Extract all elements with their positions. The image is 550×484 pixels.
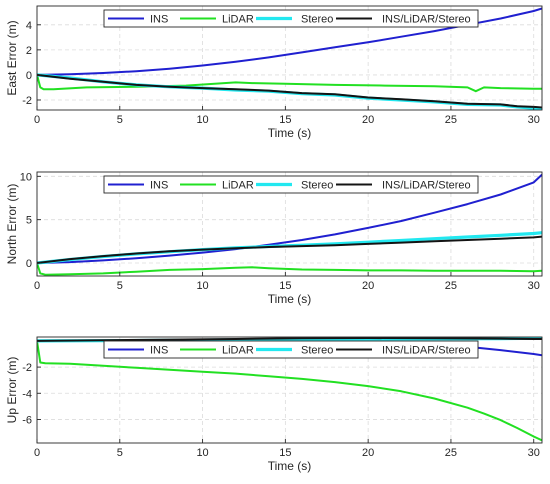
legend-label: Stereo	[301, 180, 333, 192]
axes-frame	[36, 5, 543, 111]
series-line-ins	[37, 173, 542, 264]
legend-label: INS/LiDAR/Stereo	[382, 14, 471, 26]
x-axis-label: Time (s)	[268, 126, 312, 140]
x-tick-label: 15	[279, 114, 291, 126]
y-tick-label: -6	[22, 414, 32, 426]
x-tick-label: 5	[117, 447, 123, 459]
legend-label: INS/LiDAR/Stereo	[382, 180, 471, 192]
y-tick-label: -4	[22, 388, 32, 400]
legend-label: LiDAR	[222, 180, 254, 192]
series-line-ins-lidar-stereo	[37, 337, 542, 342]
y-axis-label: North Error (m)	[5, 184, 19, 265]
series-line-lidar	[37, 340, 542, 442]
legend: INS LiDAR Stereo INS/LiDAR/Stereo	[103, 340, 479, 359]
axes-frame	[36, 336, 543, 444]
y-tick-label: -2	[22, 362, 32, 374]
legend-label: LiDAR	[222, 14, 254, 26]
y-tick-label: 10	[20, 171, 32, 183]
legend-label: Stereo	[301, 14, 333, 26]
x-tick-label: 20	[362, 280, 374, 292]
y-tick-label: 0	[26, 70, 32, 82]
x-tick-label: 0	[34, 280, 40, 292]
x-tick-label: 10	[196, 447, 208, 459]
x-tick-label: 10	[196, 280, 208, 292]
x-tick-label: 5	[117, 114, 123, 126]
legend-label: INS	[150, 180, 168, 192]
x-axis-label: Time (s)	[268, 459, 312, 473]
y-tick-label: 5	[26, 215, 32, 227]
x-tick-label: 20	[362, 447, 374, 459]
legend-label: Stereo	[301, 345, 333, 357]
x-tick-label: 15	[279, 280, 291, 292]
x-tick-label: 5	[117, 280, 123, 292]
legend-label: INS	[150, 14, 168, 26]
y-tick-label: 0	[26, 258, 32, 270]
legend: INS LiDAR Stereo INS/LiDAR/Stereo	[103, 9, 479, 28]
series-line-ins-lidar-stereo	[37, 235, 542, 264]
x-tick-label: 25	[445, 280, 457, 292]
x-tick-label: 0	[34, 447, 40, 459]
x-tick-label: 30	[528, 447, 540, 459]
series-line-ins	[37, 7, 542, 76]
series-line-lidar	[37, 262, 542, 276]
y-axis-label: East Error (m)	[5, 20, 19, 95]
y-axis-label: Up Error (m)	[5, 357, 19, 424]
x-tick-label: 0	[34, 114, 40, 126]
axes-frame	[36, 171, 543, 277]
legend: INS LiDAR Stereo INS/LiDAR/Stereo	[103, 175, 479, 194]
x-tick-label: 25	[445, 114, 457, 126]
series-line-lidar	[37, 74, 542, 93]
legend-label: INS	[150, 345, 168, 357]
chart-panel-2: 0 5 10 15 20 25 30 0 5 10 Time (s) North Error (m) I…	[5, 171, 543, 306]
y-tick-label: 2	[26, 45, 32, 57]
legend-label: INS/LiDAR/Stereo	[382, 345, 471, 357]
y-tick-label: 4	[26, 20, 32, 32]
legend-label: LiDAR	[222, 345, 254, 357]
x-axis-label: Time (s)	[268, 292, 312, 306]
x-tick-label: 15	[279, 447, 291, 459]
series-line-ins-lidar-stereo	[37, 73, 542, 109]
x-tick-label: 30	[528, 114, 540, 126]
y-tick-label: -2	[22, 95, 32, 107]
x-tick-label: 10	[196, 114, 208, 126]
chart-panel-3: 0 5 10 15 20 25 30 -6 -4 -2 Time (s) Up Error (m) IN…	[5, 336, 543, 473]
x-tick-label: 30	[528, 280, 540, 292]
x-tick-label: 25	[445, 447, 457, 459]
x-tick-label: 20	[362, 114, 374, 126]
